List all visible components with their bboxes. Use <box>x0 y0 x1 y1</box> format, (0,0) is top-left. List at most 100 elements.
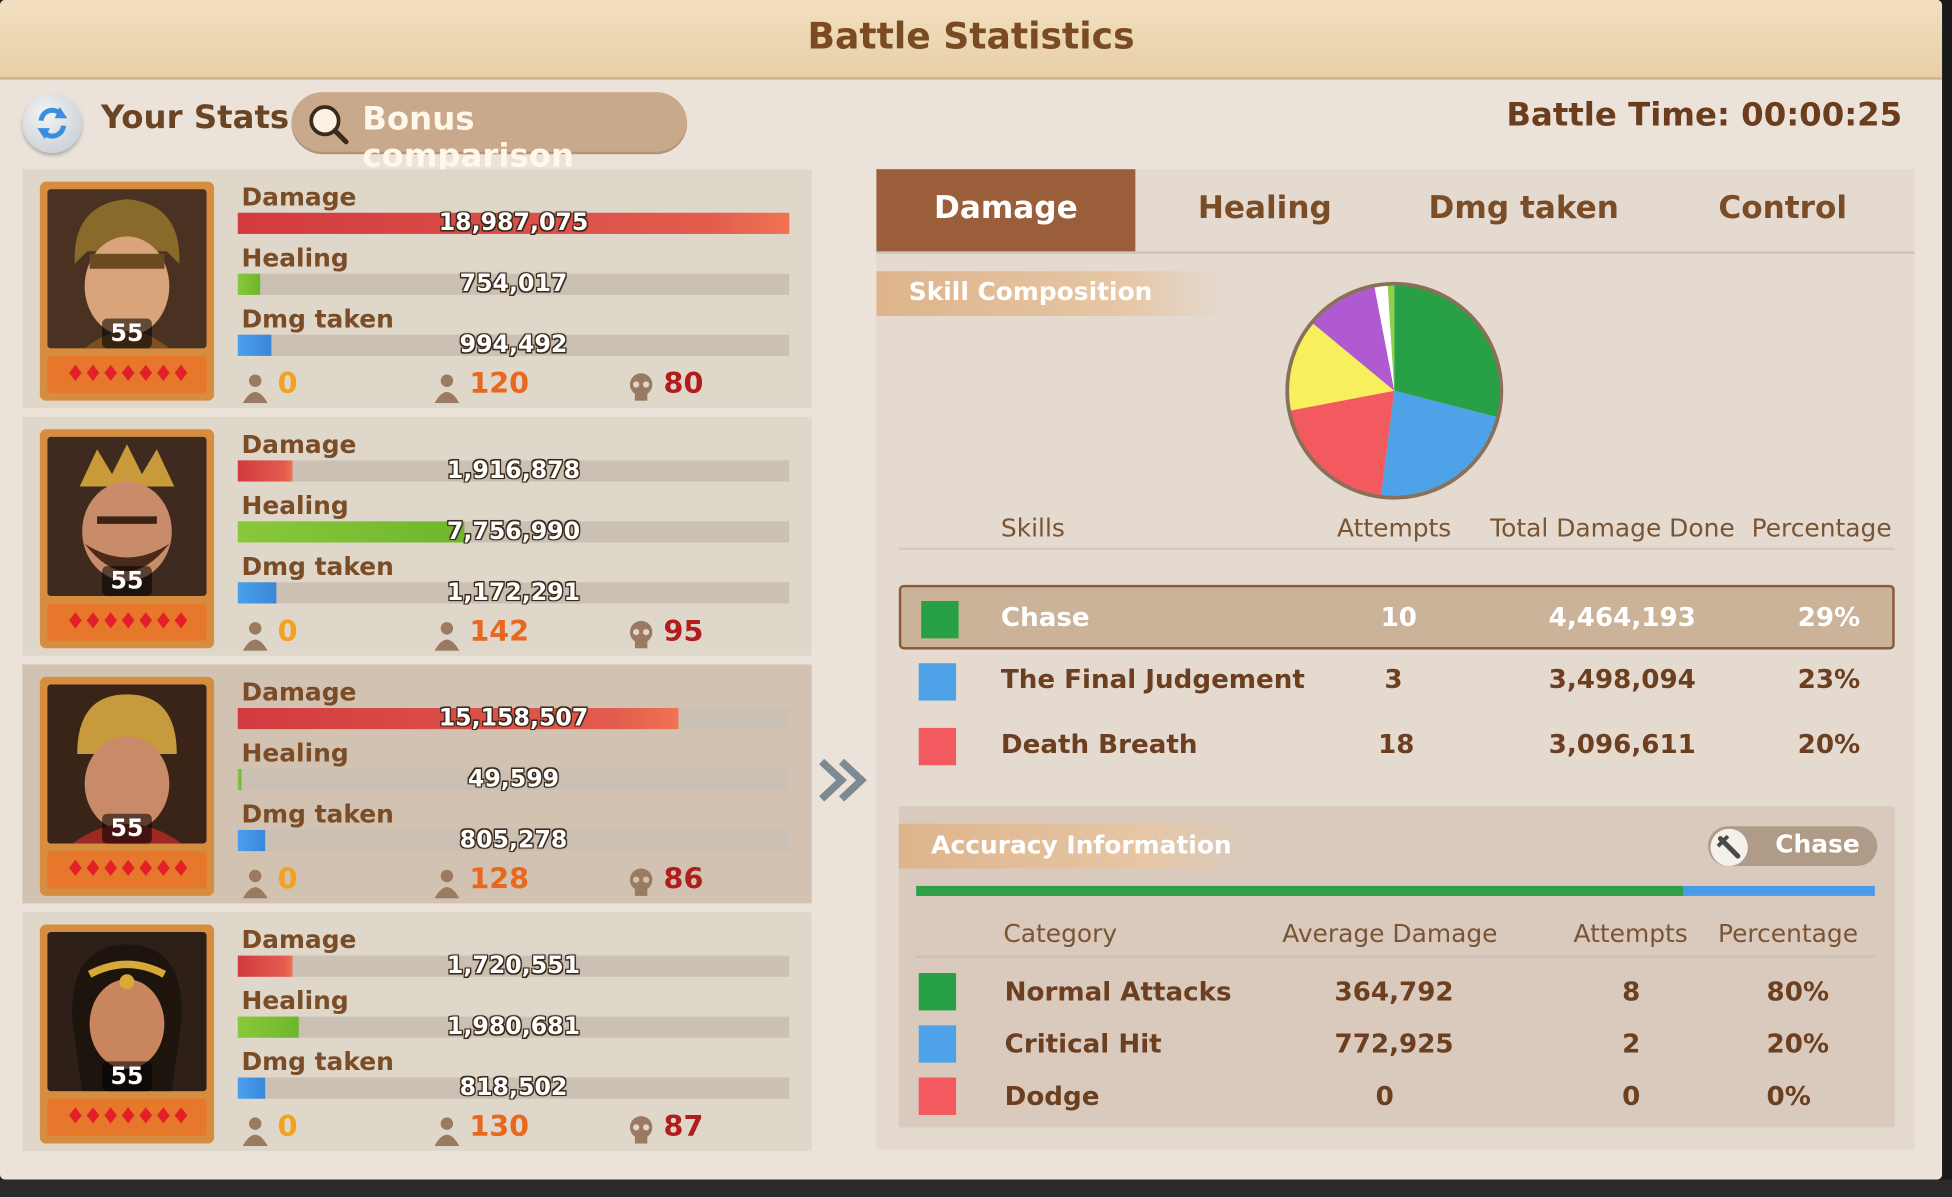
tab-dmg-taken[interactable]: Dmg taken <box>1428 189 1619 226</box>
skill-percentage: 20% <box>1797 729 1861 760</box>
skill-row[interactable]: The Final Judgement 3 3,498,094 23% <box>899 650 1895 715</box>
skill-row-selected[interactable]: Chase 10 4,464,193 29% <box>898 584 1895 650</box>
damage-bar-fill <box>237 460 293 482</box>
category-name: Critical Hit <box>1004 1029 1162 1059</box>
refresh-button[interactable] <box>22 93 83 154</box>
attempts: 0 <box>1622 1081 1641 1112</box>
skull-icon <box>629 868 653 896</box>
skill-attempts: 10 <box>1380 602 1417 633</box>
skill-select-button[interactable]: Chase <box>1708 826 1878 867</box>
commander-stars: ♦♦♦♦♦♦♦ <box>47 603 207 641</box>
healing-value: 1,980,681 <box>446 1012 581 1041</box>
healing-bar: 754,017 <box>237 270 790 297</box>
damage-bar: 1,720,551 <box>237 952 790 979</box>
average-damage: 772,925 <box>1334 1029 1454 1059</box>
troop-icon <box>242 622 268 651</box>
healing-value: 49,599 <box>467 765 560 793</box>
damage-value: 1,916,878 <box>446 456 581 485</box>
commander-portrait: 55 ♦♦♦♦♦♦♦ <box>39 924 215 1144</box>
commander-card-2[interactable]: 55 ♦♦♦♦♦♦♦ Damage 1,916,878 Healing 7,75… <box>22 416 812 656</box>
healing-label: Healing <box>241 242 349 273</box>
accuracy-header: Accuracy Information <box>898 823 1248 869</box>
damage-value: 15,158,507 <box>438 704 589 732</box>
healing-bar-fill <box>237 273 260 295</box>
accuracy-panel: Accuracy Information Chase Category Aver… <box>898 806 1895 1128</box>
healing-bar: 49,599 <box>237 765 790 793</box>
healing-value: 7,756,990 <box>446 517 581 546</box>
col-skills: Skills <box>1000 512 1065 543</box>
col-attempts: Attempts <box>1573 918 1688 949</box>
tab-damage[interactable]: Damage <box>876 169 1136 252</box>
skill-row[interactable]: Death Breath 18 3,096,611 20% <box>899 714 1895 779</box>
commander-card-1[interactable]: 55 ♦♦♦♦♦♦♦ Damage 18,987,075 Healing 754… <box>22 169 812 409</box>
category-name: Dodge <box>1004 1081 1100 1112</box>
skill-composition-title: Skill Composition <box>908 276 1153 307</box>
col-average-damage: Average Damage <box>1282 918 1498 949</box>
attempts: 2 <box>1622 1029 1641 1059</box>
healing-bar-fill <box>237 768 242 791</box>
skill-pie-chart <box>1285 281 1504 500</box>
percentage: 80% <box>1766 976 1830 1007</box>
dmg-taken-bar-fill <box>237 1077 266 1099</box>
commander-card-3-selected[interactable]: 55 ♦♦♦♦♦♦♦ Damage 15,158,507 Healing 49,… <box>22 664 812 904</box>
damage-bar: 18,987,075 <box>237 209 790 236</box>
category-name: Normal Attacks <box>1004 976 1232 1007</box>
col-attempts: Attempts <box>1337 512 1452 543</box>
damage-value: 18,987,075 <box>438 209 589 237</box>
commander-card-4[interactable]: 55 ♦♦♦♦♦♦♦ Damage 1,720,551 Healing 1,98… <box>22 912 812 1151</box>
attempts: 8 <box>1622 976 1641 1007</box>
damage-label: Damage <box>241 429 357 460</box>
bonus-comparison-button[interactable]: Bonus comparison <box>291 92 688 175</box>
troop-icon <box>242 1117 268 1147</box>
average-damage: 364,792 <box>1334 976 1454 1007</box>
skill-composition-header: Skill Composition <box>876 271 1225 317</box>
pie-slice-6 <box>1374 283 1395 391</box>
color-swatch <box>918 973 957 1011</box>
accuracy-row: Normal Attacks 364,792 8 80% <box>899 966 1895 1018</box>
tab-control[interactable]: Control <box>1718 189 1848 226</box>
commander-stars: ♦♦♦♦♦♦♦ <box>47 851 207 889</box>
healing-label: Healing <box>241 985 349 1016</box>
skill-percentage: 29% <box>1797 602 1861 633</box>
selection-arrow-icon <box>819 758 867 802</box>
color-swatch <box>918 1025 957 1063</box>
troop-icon <box>434 374 460 404</box>
dmg-taken-bar: 994,492 <box>237 331 790 358</box>
pie-slice-3 <box>1289 390 1395 497</box>
your-stats-label: Your Stats <box>100 99 290 137</box>
skull-icon <box>629 1116 653 1144</box>
dmg-taken-label: Dmg taken <box>241 1046 394 1077</box>
battle-time: Battle Time: 00:00:25 <box>1506 97 1903 135</box>
damage-bar: 1,916,878 <box>237 456 790 485</box>
commander-portrait: 55 ♦♦♦♦♦♦♦ <box>39 429 215 649</box>
dmg-taken-bar-fill <box>237 582 277 604</box>
divider <box>898 547 1895 550</box>
skill-name: Chase <box>1000 602 1090 633</box>
dmg-taken-label: Dmg taken <box>241 303 394 334</box>
color-swatch <box>921 600 959 639</box>
damage-label: Damage <box>241 181 357 212</box>
dmg-taken-bar-fill <box>237 334 271 356</box>
commander-level: 55 <box>102 1061 152 1092</box>
window-title: Battle Statistics <box>807 14 1135 58</box>
color-swatch <box>918 1077 957 1115</box>
title-bar: Battle Statistics <box>0 0 1943 80</box>
healing-label: Healing <box>241 490 349 521</box>
average-damage: 0 <box>1375 1081 1394 1112</box>
dmg-taken-value: 805,278 <box>459 826 568 854</box>
damage-bar-fill <box>237 955 293 977</box>
skill-total: 4,464,193 <box>1548 602 1696 633</box>
dmg-taken-bar: 805,278 <box>237 826 790 854</box>
tab-healing[interactable]: Healing <box>1197 189 1332 226</box>
accuracy-title: Accuracy Information <box>931 829 1232 860</box>
pie-slice-7 <box>1387 283 1395 391</box>
divider <box>916 955 1875 959</box>
troop-icon <box>434 869 460 899</box>
healing-bar-fill <box>237 1016 299 1038</box>
troop-icon <box>242 374 268 404</box>
dmg-taken-value: 994,492 <box>459 330 568 359</box>
accuracy-row: Dodge 0 0 0% <box>899 1070 1895 1122</box>
troop-icon <box>434 1117 460 1147</box>
